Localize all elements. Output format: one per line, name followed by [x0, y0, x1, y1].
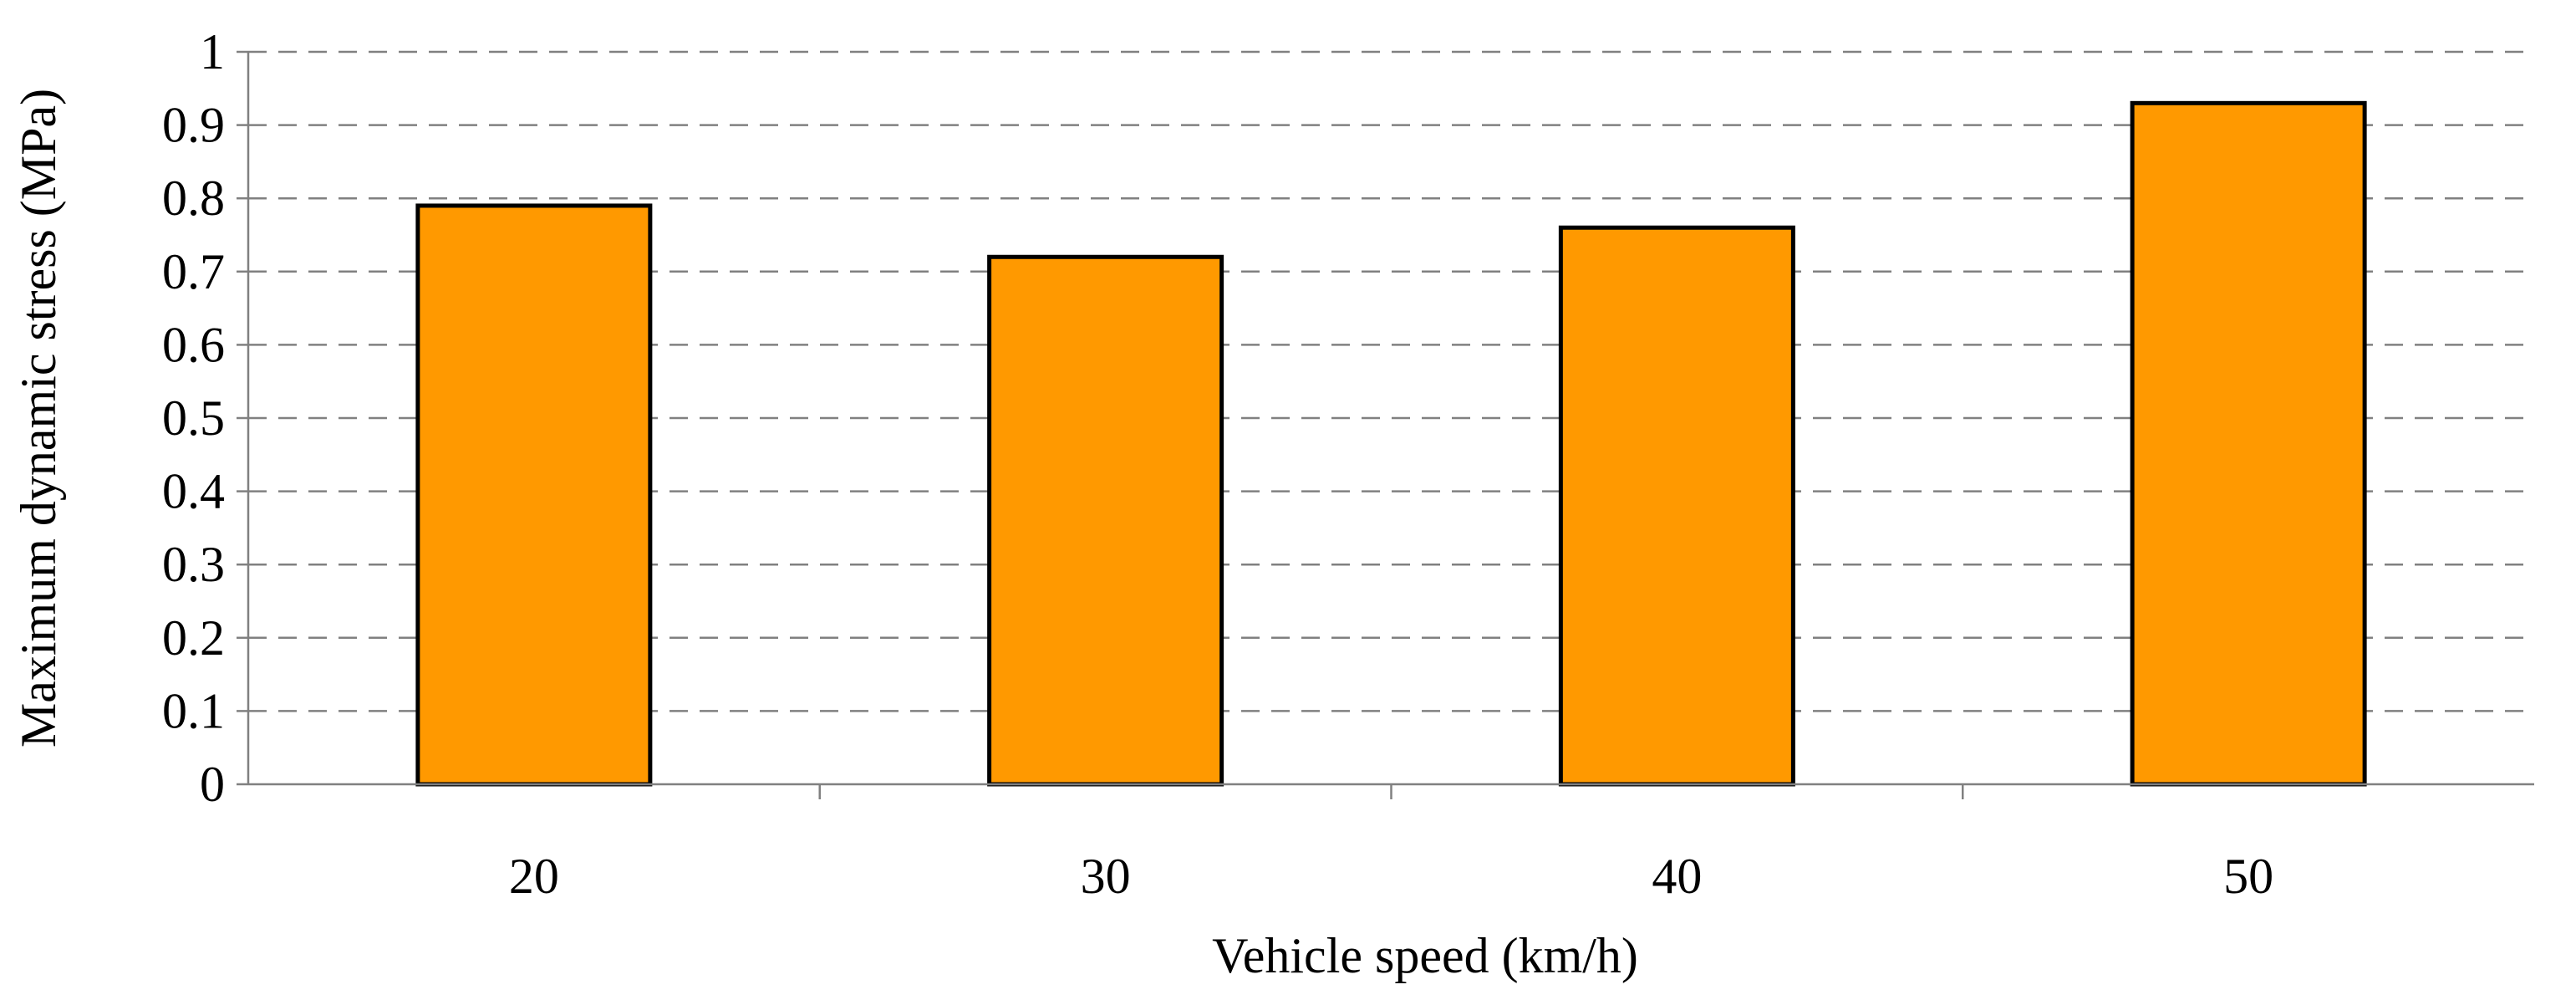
x-tick-label: 50	[2223, 849, 2273, 904]
bars-layer	[415, 100, 2367, 787]
x-tick-labels: 20 30 40 50	[509, 849, 2273, 904]
x-axis-title: Vehicle speed (km/h)	[1212, 928, 1638, 983]
bar-30	[987, 254, 1224, 787]
axis-layer	[237, 50, 2534, 799]
bar-50	[2130, 100, 2367, 787]
y-tick-labels: 0 0.1 0.2 0.3 0.4 0.5 0.6 0.7 0.8 0.9 1	[162, 24, 225, 812]
y-tick-label: 0.5	[162, 390, 225, 446]
y-tick-label: 0.6	[162, 317, 225, 372]
y-tick-label: 0.9	[162, 98, 225, 153]
x-tick-label: 20	[509, 849, 559, 904]
y-tick-label: 1	[200, 24, 225, 79]
y-tick-label: 0.8	[162, 171, 225, 226]
bar-40	[1558, 225, 1795, 787]
y-tick-label: 0.4	[162, 464, 225, 519]
bar-20	[415, 203, 653, 787]
x-tick-label: 30	[1081, 849, 1131, 904]
y-axis-title: Maximum dynamic stress (MPa)	[11, 89, 66, 747]
y-tick-label: 0.1	[162, 683, 225, 738]
x-tick-label: 40	[1652, 849, 1702, 904]
y-tick-label: 0	[200, 757, 225, 812]
y-tick-label: 0.2	[162, 610, 225, 666]
y-tick-label: 0.3	[162, 537, 225, 592]
y-tick-label: 0.7	[162, 244, 225, 299]
